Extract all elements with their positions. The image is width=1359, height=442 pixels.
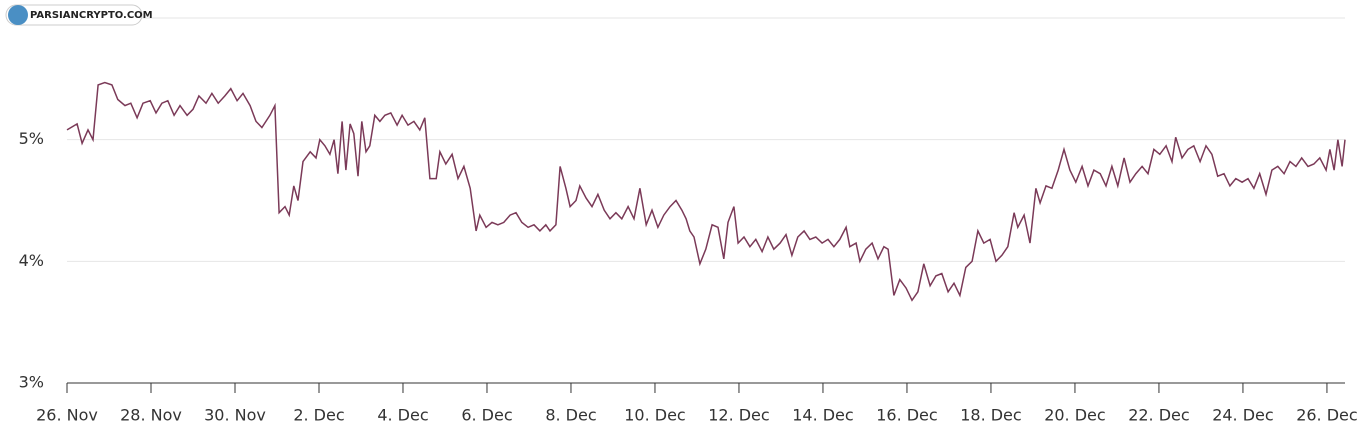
x-tick-label: 22. Dec: [1128, 406, 1190, 425]
x-tick-label: 16. Dec: [876, 406, 938, 425]
x-tick-label: 18. Dec: [960, 406, 1022, 425]
x-tick-label: 20. Dec: [1044, 406, 1106, 425]
watermark-pill: [5, 4, 143, 26]
x-tick-label: 10. Dec: [624, 406, 686, 425]
x-tick-label: 24. Dec: [1212, 406, 1274, 425]
y-tick-label: 3%: [19, 373, 44, 392]
watermark-text: PARSIANCRYPTO.COM: [30, 10, 153, 21]
watermark-icon: [8, 5, 28, 25]
x-tick-label: 2. Dec: [293, 406, 344, 425]
x-tick-label: 8. Dec: [545, 406, 596, 425]
y-tick-label: 4%: [19, 251, 44, 270]
watermark: PARSIANCRYPTO.COM: [5, 4, 153, 26]
x-tick-label: 14. Dec: [792, 406, 854, 425]
x-tick-label: 26. Dec: [1296, 406, 1358, 425]
x-tick-label: 28. Nov: [120, 406, 182, 425]
x-tick-label: 6. Dec: [461, 406, 512, 425]
x-tick-label: 4. Dec: [377, 406, 428, 425]
y-tick-label: 5%: [19, 129, 44, 148]
x-tick-label: 30. Nov: [204, 406, 266, 425]
line: [66, 81, 1346, 302]
x-tick-label: 12. Dec: [708, 406, 770, 425]
x-tick-label: 26. Nov: [36, 406, 98, 425]
